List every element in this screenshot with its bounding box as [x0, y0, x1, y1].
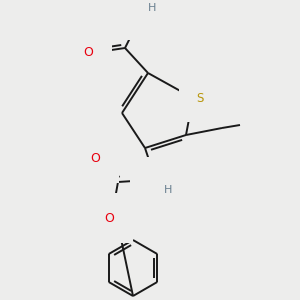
Text: N: N [148, 176, 158, 188]
Text: H: H [164, 185, 172, 195]
Text: O: O [104, 212, 114, 224]
Text: O: O [135, 8, 145, 22]
Text: S: S [196, 92, 204, 104]
Text: O: O [90, 152, 100, 164]
Text: H: H [148, 3, 156, 13]
Text: O: O [83, 46, 93, 59]
